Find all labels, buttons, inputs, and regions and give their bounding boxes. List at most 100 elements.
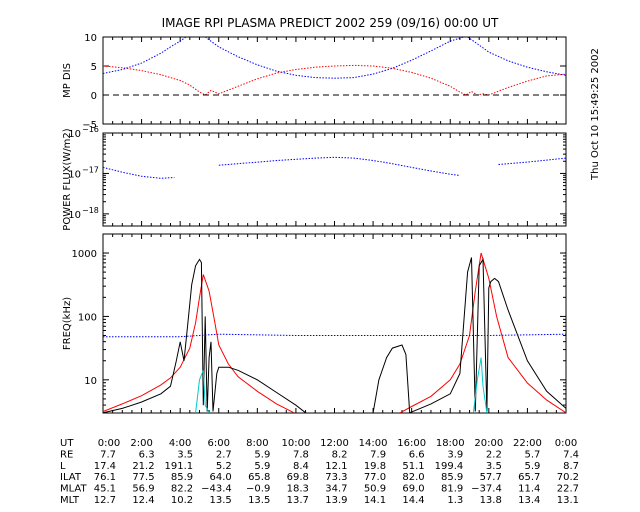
table-cell: 50.9 xyxy=(364,484,386,495)
table-cell: 69.8 xyxy=(287,472,309,483)
panel-1: 10 5 0 −5 MP DIS xyxy=(62,33,567,131)
table-cell: −43.4 xyxy=(201,484,232,495)
y-tick-label: 1000 xyxy=(72,249,97,260)
table-row-label: RE xyxy=(60,449,73,460)
table-cell: 77.5 xyxy=(132,472,154,483)
timestamp-label: Thu Oct 10 15:49:25 2002 xyxy=(590,48,601,181)
table-cell: 13.5 xyxy=(248,495,270,506)
table-cell: 8.4 xyxy=(293,461,309,472)
table-cell: 0:00 xyxy=(98,438,120,449)
table-cell: 14.1 xyxy=(364,495,386,506)
table-cell: 14.4 xyxy=(402,495,424,506)
table-cell: 13.1 xyxy=(557,495,579,506)
panel-3: 1000 100 10 FREQ(kHz) xyxy=(62,233,567,414)
table-cell: 69.0 xyxy=(402,484,424,495)
series-blue-line xyxy=(467,37,566,76)
table-cell: 20:00 xyxy=(474,438,503,449)
orbit-data-table: UT 0:00 2:00 4:00 6:00 8:00 10:00 12:00 14:00 16:… xyxy=(60,438,579,506)
table-cell: 199.4 xyxy=(435,461,464,472)
table-cell: 13.4 xyxy=(518,495,540,506)
table-cell: 22.7 xyxy=(557,484,579,495)
y-tick-label: 100 xyxy=(78,312,97,323)
table-cell: 22:00 xyxy=(513,438,542,449)
panel-frame xyxy=(102,132,567,227)
table-cell: 2.7 xyxy=(216,449,232,460)
y-tick-label: 10 xyxy=(68,210,81,221)
table-cell: 3.9 xyxy=(447,449,463,460)
table-cell: 191.1 xyxy=(165,461,194,472)
table-cell: 85.9 xyxy=(171,472,193,483)
y-tick-label: 0 xyxy=(91,91,97,102)
y-tick-label: 5 xyxy=(91,62,97,73)
y-tick-exponent: −16 xyxy=(82,125,99,134)
series-blue-line xyxy=(103,166,175,179)
table-cell: 12:00 xyxy=(320,438,349,449)
table-cell: 11.4 xyxy=(518,484,540,495)
table-cell: 85.9 xyxy=(441,472,463,483)
table-cell: 12.1 xyxy=(325,461,347,472)
y-tick-exponent: −17 xyxy=(82,165,99,174)
table-cell: 34.7 xyxy=(325,484,347,495)
series-blue-line xyxy=(218,156,460,176)
table-cell: 82.0 xyxy=(402,472,424,483)
table-cell: 0:00 xyxy=(555,438,577,449)
table-cell: 13.8 xyxy=(480,495,502,506)
table-cell: −0.9 xyxy=(246,484,270,495)
table-cell: 12.7 xyxy=(94,495,116,506)
table-cell: 7.8 xyxy=(293,449,309,460)
table-cell: 8.7 xyxy=(563,461,579,472)
table-cell: 7.9 xyxy=(370,449,386,460)
y-axis-label: MP DIS xyxy=(62,63,73,98)
table-cell: 1.3 xyxy=(447,495,463,506)
table-cell: 65.7 xyxy=(518,472,540,483)
table-row-label: MLT xyxy=(60,495,80,506)
table-cell: 73.3 xyxy=(325,472,347,483)
table-cell: 13.9 xyxy=(325,495,347,506)
series-blue-line xyxy=(103,333,566,338)
table-cell: 8:00 xyxy=(246,438,268,449)
y-axis-label: POWER FLUX(W/m2) xyxy=(62,128,73,230)
series-black-line xyxy=(103,258,306,413)
series-red-line xyxy=(103,64,566,96)
y-tick-label: 10 xyxy=(68,169,81,180)
series-red-line xyxy=(399,252,566,413)
table-cell: 6.6 xyxy=(409,449,425,460)
panel-frame xyxy=(102,233,567,414)
table-cell: 4:00 xyxy=(169,438,191,449)
table-cell: 82.2 xyxy=(171,484,193,495)
series-cyan-line xyxy=(472,357,488,413)
table-cell: 45.1 xyxy=(94,484,116,495)
y-tick-label: 10 xyxy=(84,376,97,387)
table-cell: 6:00 xyxy=(208,438,230,449)
y-axis-label: FREQ(kHz) xyxy=(62,297,73,350)
table-cell: 2:00 xyxy=(130,438,152,449)
table-cell: 16:00 xyxy=(397,438,426,449)
series-blue-line xyxy=(103,37,187,74)
table-row-label: ILAT xyxy=(60,472,82,483)
table-cell: 17.4 xyxy=(94,461,116,472)
table-row-label: MLAT xyxy=(60,484,87,495)
table-cell: 10:00 xyxy=(282,438,311,449)
series-cyan-line xyxy=(195,370,210,413)
y-tick-exponent: −18 xyxy=(82,206,99,215)
table-cell: 5.9 xyxy=(254,461,270,472)
table-cell: 18.3 xyxy=(287,484,309,495)
table-cell: 13.7 xyxy=(287,495,309,506)
table-cell: 14:00 xyxy=(359,438,388,449)
table-row-label: UT xyxy=(60,438,74,449)
table-cell: 19.8 xyxy=(364,461,386,472)
y-tick-label: 10 xyxy=(68,129,81,140)
table-cell: 5.2 xyxy=(216,461,232,472)
table-cell: 81.9 xyxy=(441,484,463,495)
panel-frame xyxy=(102,36,567,125)
table-cell: 56.9 xyxy=(132,484,154,495)
table-cell: 70.2 xyxy=(557,472,579,483)
table-row-label: L xyxy=(60,461,66,472)
table-cell: 10.2 xyxy=(171,495,193,506)
table-cell: 18:00 xyxy=(436,438,465,449)
table-cell: 12.4 xyxy=(132,495,154,506)
y-tick-label: −5 xyxy=(82,120,97,131)
